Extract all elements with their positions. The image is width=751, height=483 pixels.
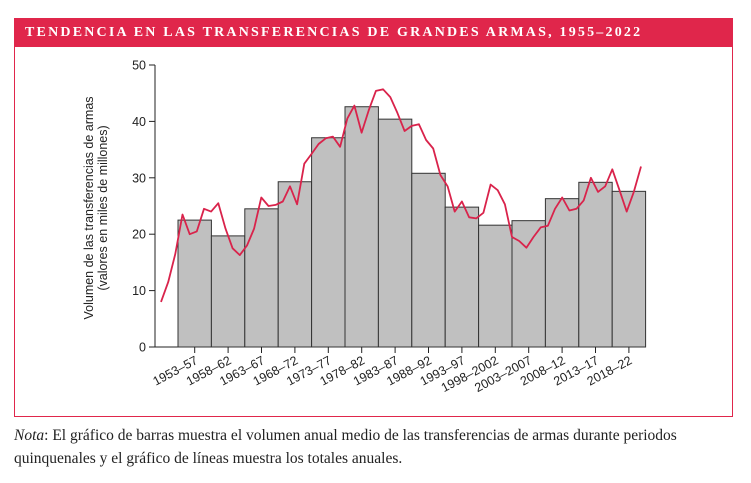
y-tick-label: 30 [132,171,146,185]
bar [578,181,613,348]
y-tick-label: 10 [132,284,146,298]
bar [344,106,379,348]
bar [544,198,580,348]
bar [444,206,480,348]
bar [177,219,212,348]
y-tick-label: 50 [132,59,146,73]
note: Nota: El gráfico de barras muestra el vo… [14,424,734,470]
bar [277,181,313,348]
y-tick-label: 40 [132,115,146,129]
bar [244,208,279,348]
note-text: : El gráfico de barras muestra el volume… [14,427,677,467]
y-tick-label: 20 [132,228,146,242]
bar [311,137,346,348]
chart-frame: TENDENCIA EN LAS TRANSFERENCIAS DE GRAND… [14,18,733,417]
y-tick-label: 0 [139,341,146,355]
note-label: Nota [14,427,45,444]
bar [478,224,513,348]
bar [210,235,246,348]
bar [411,172,446,348]
annual-line [160,88,642,303]
chart: Volumen de las transferencias de armas (… [82,59,647,395]
y-axis-label: Volumen de las transferencias de armas [82,96,96,319]
chart-title: TENDENCIA EN LAS TRANSFERENCIAS DE GRAND… [15,19,732,47]
y-axis-label: (valores en miles de millones) [96,125,110,290]
bar [377,118,413,348]
bar [611,190,647,348]
